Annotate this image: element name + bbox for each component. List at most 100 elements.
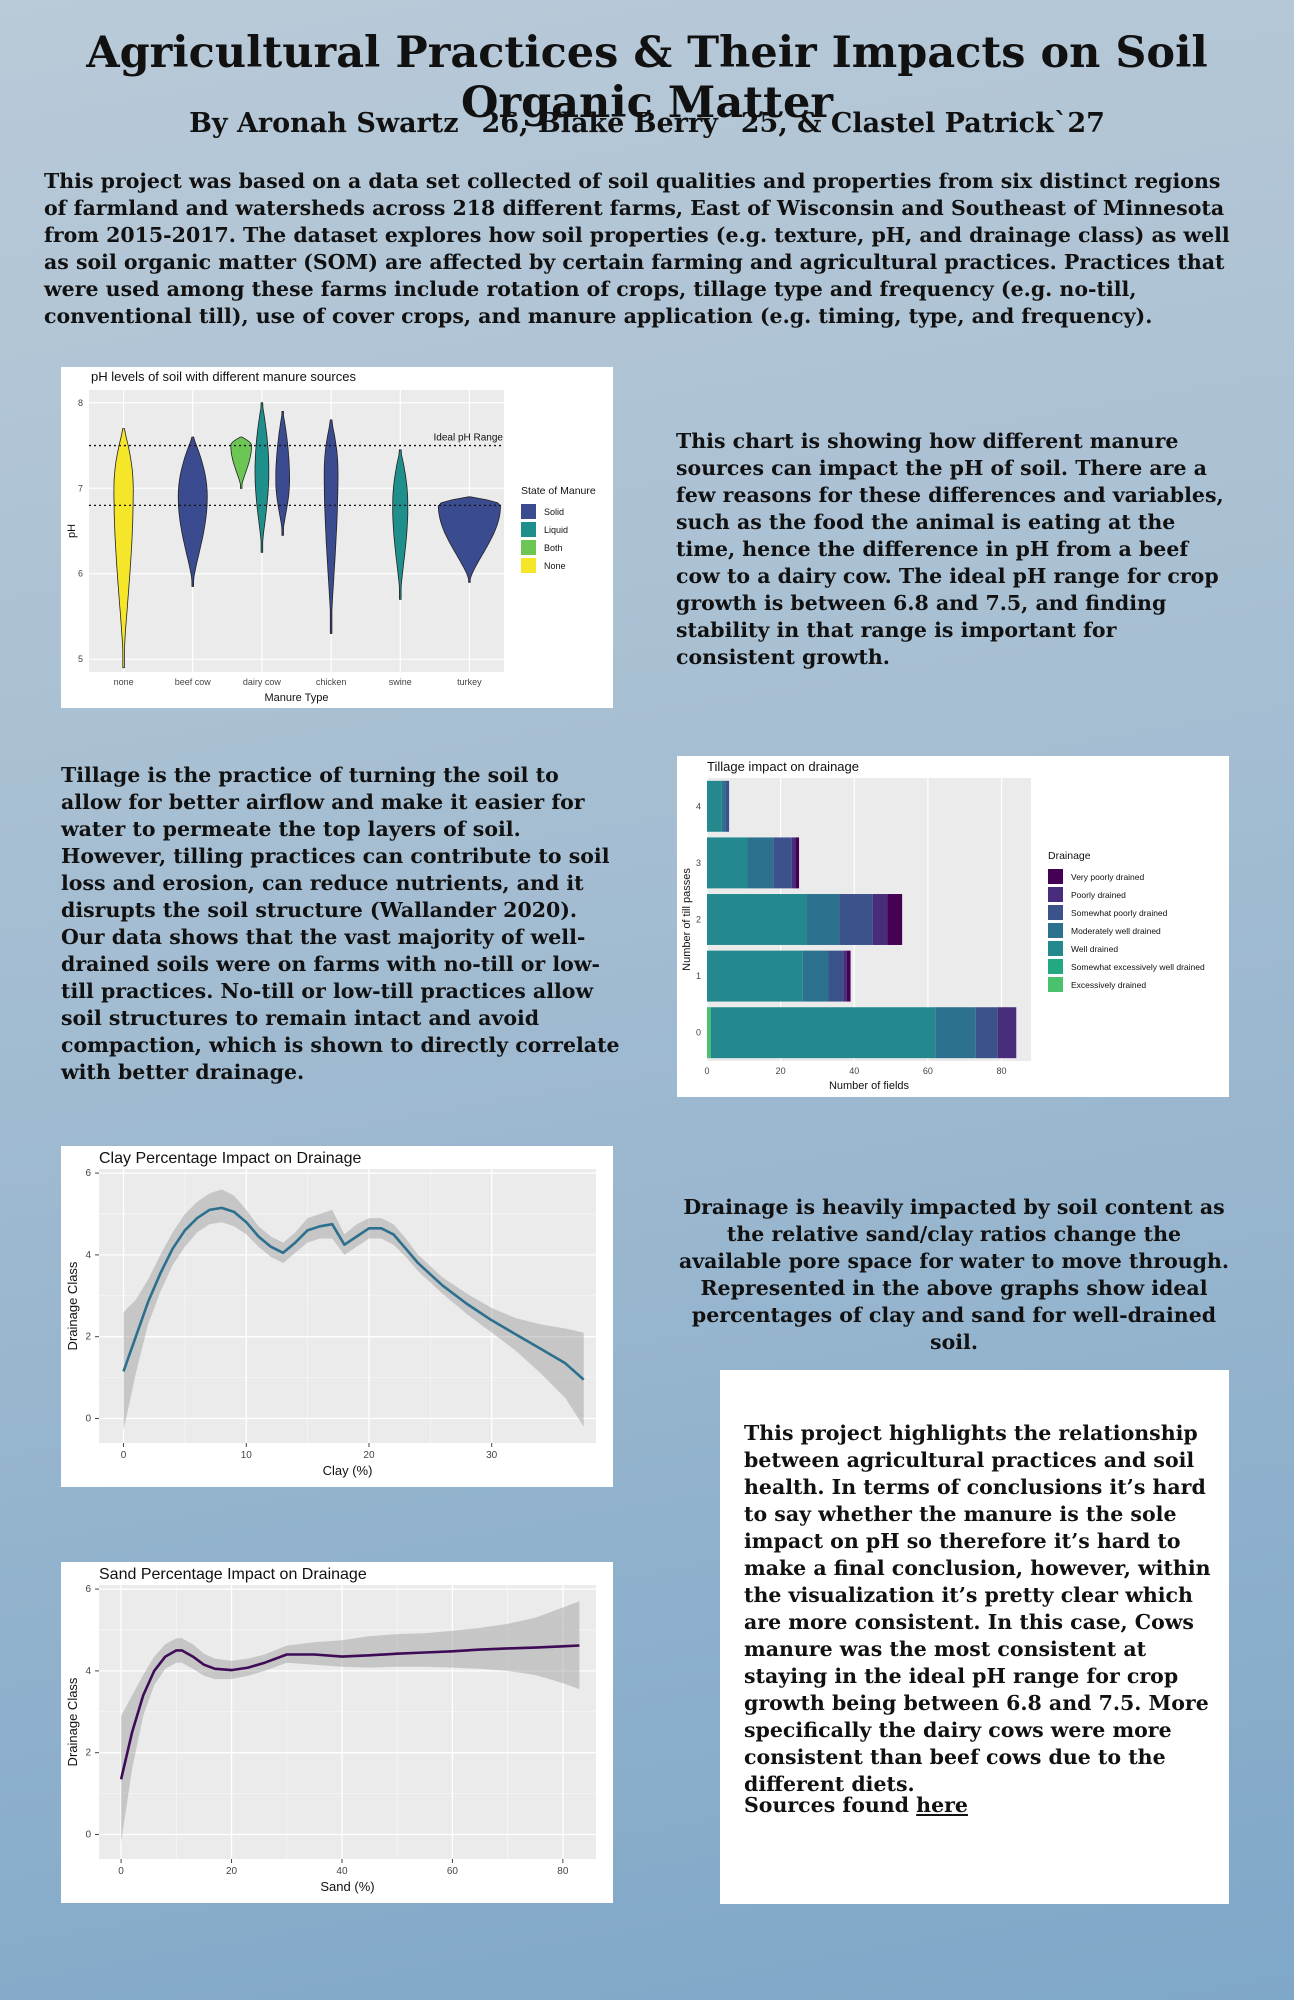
y-axis-label: Drainage Class — [65, 1677, 80, 1766]
legend-label: Well drained — [1071, 944, 1118, 954]
violin-dairy-cow-both — [230, 436, 252, 489]
legend-label: Somewhat poorly drained — [1071, 908, 1168, 918]
sand-chart-panel: Sand Percentage Impact on Drainage 0 2 4 6 0 2… — [61, 1562, 613, 1903]
sources-link[interactable]: here — [916, 1793, 968, 1817]
bar-segment — [795, 837, 800, 889]
y-tick-label: 0 — [696, 1028, 701, 1038]
legend-swatch-both — [521, 540, 536, 555]
x-tick-label: swine — [389, 677, 412, 687]
x-tick-label: beef cow — [175, 677, 212, 687]
legend-swatch — [1048, 959, 1063, 974]
legend-label: Somewhat excessively well drained — [1071, 962, 1205, 972]
tillage-bar-chart: Tillage impact on drainage 0 20 40 60 80 0 1 2 3 4… — [681, 759, 1205, 1092]
bar-segment — [747, 837, 774, 889]
x-tick-label: none — [114, 677, 134, 687]
bar-segment — [725, 780, 730, 832]
y-tick-label: 3 — [696, 858, 701, 868]
violin-dairy-cow-liquid — [254, 402, 270, 553]
trend-line — [119, 1644, 580, 1780]
y-tick-label: 4 — [696, 801, 701, 811]
legend-label: Very poorly drained — [1071, 872, 1145, 882]
violin-swine-liquid — [392, 449, 409, 600]
x-tick-label: turkey — [457, 677, 482, 687]
bar-segment — [839, 894, 873, 945]
bar-segment — [846, 950, 851, 1002]
x-tick-label: 0 — [121, 1450, 127, 1461]
x-tick-label: 20 — [226, 1866, 238, 1877]
y-tick-label: 4 — [85, 1250, 91, 1261]
bar-segment — [721, 780, 726, 832]
bar-segment — [828, 950, 844, 1002]
x-tick-label: 80 — [557, 1866, 569, 1877]
bar-segment — [773, 837, 792, 889]
violin-beef-cow-solid — [177, 436, 208, 587]
y-tick-label: 1 — [696, 971, 701, 981]
legend-swatch-none — [521, 558, 536, 573]
x-axis-label: Number of fields — [829, 1080, 910, 1092]
legend-swatch — [1048, 887, 1063, 902]
legend-label: Solid — [544, 507, 564, 517]
x-tick-label: 60 — [447, 1866, 459, 1877]
x-tick-label: dairy cow — [243, 677, 282, 687]
poster-title: Agricultural Practices & Their Impacts o… — [86, 28, 1208, 128]
bar-segment — [975, 1007, 998, 1059]
legend-label: Excessively drained — [1071, 980, 1146, 990]
y-tick-label: 0 — [85, 1413, 91, 1424]
y-tick-label: 6 — [85, 1168, 91, 1179]
legend-swatch-liquid — [521, 522, 536, 537]
violin-turkey-solid — [437, 496, 501, 583]
violin-dairy-cow-solid — [275, 411, 291, 536]
bar-segment — [791, 837, 796, 889]
x-tick-label: 0 — [704, 1066, 709, 1076]
y-tick-label: 6 — [85, 1584, 91, 1595]
legend-label: Moderately well drained — [1071, 926, 1161, 936]
legend-label: Both — [544, 543, 563, 553]
legend-swatch — [1048, 869, 1063, 884]
y-tick-label: 8 — [78, 398, 83, 408]
x-tick-label: 80 — [997, 1066, 1007, 1076]
chart-title: Tillage impact on drainage — [707, 759, 859, 774]
bar-segment — [872, 894, 888, 945]
conclusion-box: This project highlights the relationship… — [720, 1370, 1229, 1904]
legend-label: Liquid — [544, 525, 568, 535]
y-tick-label: 0 — [85, 1829, 91, 1840]
legend-swatch — [1048, 905, 1063, 920]
legend-swatch — [1048, 923, 1063, 938]
plot-background — [89, 390, 504, 672]
x-axis-label: Clay (%) — [323, 1463, 373, 1478]
y-tick-label: 7 — [78, 483, 83, 493]
tillage-paragraph: Tillage is the practice of turning the s… — [61, 763, 620, 1084]
ph-violin-chart: pH levels of soil with different manure … — [66, 369, 596, 704]
trend-line — [122, 1206, 585, 1381]
bar-segment — [707, 894, 807, 945]
x-tick-label: 20 — [363, 1450, 375, 1461]
x-tick-label: 40 — [336, 1866, 348, 1877]
chart-title: Sand Percentage Impact on Drainage — [99, 1566, 367, 1583]
legend-label: Poorly drained — [1071, 890, 1126, 900]
y-tick-label: 2 — [85, 1332, 91, 1343]
legend-label: None — [544, 561, 566, 571]
legend-title: Drainage — [1048, 850, 1091, 862]
x-axis-label: Sand (%) — [320, 1879, 374, 1894]
y-tick-label: 6 — [78, 569, 83, 579]
ideal-range-annotation: Ideal pH Range — [434, 433, 504, 444]
ph-paragraph: This chart is showing how different manu… — [676, 429, 1224, 669]
legend-swatch — [1048, 977, 1063, 992]
conclusion-text: This project highlights the relationship… — [744, 1421, 1211, 1796]
plot-background — [99, 1585, 596, 1859]
violin-none-none — [113, 428, 134, 669]
clay-line-chart: Clay Percentage Impact on Drainage 0 2 4 6 0 1… — [65, 1150, 596, 1478]
bar-segment — [887, 894, 903, 945]
confidence-band — [121, 1601, 580, 1843]
sources-line: Sources found here — [744, 1793, 968, 1817]
y-tick-label: 2 — [696, 915, 701, 925]
x-tick-label: 0 — [118, 1866, 124, 1877]
bar-segment — [806, 894, 840, 945]
y-axis-label: Drainage Class — [65, 1261, 80, 1350]
bar-segment — [707, 1007, 711, 1059]
bar-segment — [710, 1007, 936, 1059]
legend-title: State of Manure — [521, 485, 596, 497]
drainage-paragraph: Drainage is heavily impacted by soil con… — [678, 1195, 1230, 1354]
y-axis-label: Number of till passes — [681, 868, 693, 971]
y-tick-label: 5 — [78, 654, 83, 664]
